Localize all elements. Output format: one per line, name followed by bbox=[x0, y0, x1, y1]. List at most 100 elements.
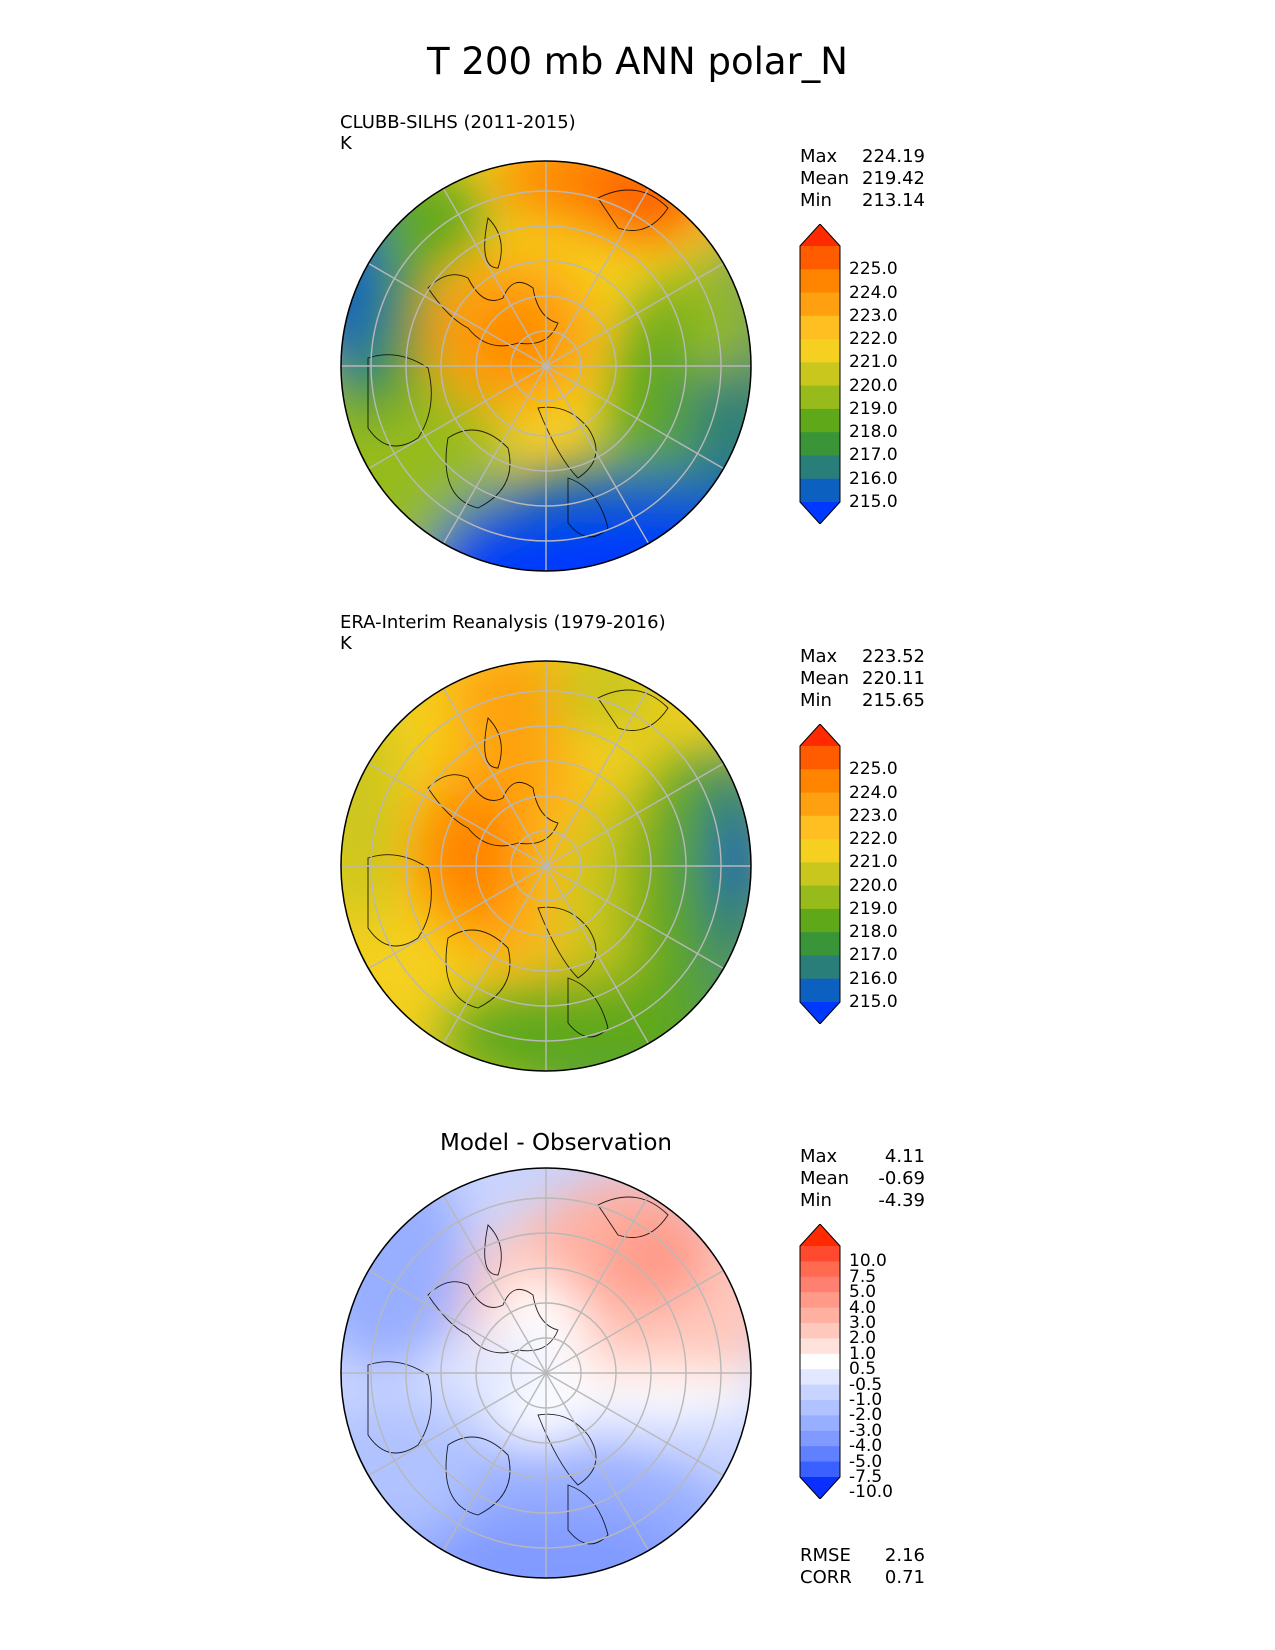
panel-2-title: ERA-Interim Reanalysis (1979-2016) bbox=[340, 612, 666, 633]
colorbar-segment bbox=[800, 385, 840, 410]
colorbar-outline bbox=[799, 724, 841, 1024]
colorbar-segment bbox=[800, 1323, 840, 1339]
colorbar-tick-label: 221.0 bbox=[849, 852, 898, 873]
colorbar-extend-top bbox=[800, 1224, 840, 1246]
colorbar-segment bbox=[800, 1415, 840, 1432]
colorbar-segment bbox=[800, 746, 840, 770]
panel-2-units: K bbox=[340, 633, 352, 654]
colorbar-segment bbox=[800, 455, 840, 480]
colorbar-segment bbox=[800, 1369, 840, 1386]
colorbar-segment bbox=[800, 932, 840, 956]
panel-2-colorbar bbox=[799, 724, 841, 1024]
colorbar-tick-label: 219.0 bbox=[849, 398, 898, 419]
colorbar-extend-bottom bbox=[800, 502, 840, 524]
colorbar-extend-top bbox=[800, 724, 840, 746]
colorbar-tick-label: 7.5 bbox=[849, 1266, 877, 1287]
colorbar-segment bbox=[800, 792, 840, 817]
colorbar-segment bbox=[800, 955, 840, 980]
colorbar-segment bbox=[800, 1400, 840, 1416]
colorbar-tick-label: 217.0 bbox=[849, 945, 898, 966]
colorbar-extend-bottom bbox=[800, 1002, 840, 1024]
panel-1-stats: Max 224.19 Mean 219.42 Min 213.14 bbox=[800, 146, 925, 211]
colorbar-segment bbox=[800, 769, 840, 794]
colorbar-segment bbox=[800, 1338, 840, 1355]
colorbar-outline bbox=[799, 1224, 841, 1499]
colorbar-tick-label: -1.0 bbox=[849, 1390, 883, 1410]
colorbar-tick-label: 218.0 bbox=[849, 422, 898, 443]
colorbar-tick-label: 225.0 bbox=[849, 259, 898, 280]
colorbar-segment bbox=[800, 339, 840, 363]
colorbar-segment bbox=[800, 432, 840, 456]
colorbar-segment bbox=[800, 1446, 840, 1463]
colorbar-tick-label: 218.0 bbox=[849, 922, 898, 943]
colorbar-tick-label: -0.5 bbox=[849, 1374, 883, 1395]
colorbar-tick-label: 225.0 bbox=[849, 759, 898, 780]
colorbar-tick-label: 219.0 bbox=[849, 898, 898, 919]
colorbar-tick-label: 1.0 bbox=[849, 1343, 877, 1364]
colorbar-tick-label: -3.0 bbox=[849, 1420, 883, 1441]
colorbar-tick-label: 220.0 bbox=[849, 375, 898, 396]
colorbar-segment bbox=[800, 1276, 840, 1293]
colorbar-segment bbox=[800, 885, 840, 910]
colorbar-segment bbox=[800, 1353, 840, 1370]
colorbar-tick-label: -7.5 bbox=[849, 1467, 883, 1487]
colorbar-segment bbox=[800, 1461, 840, 1478]
colorbar-tick-label: 216.0 bbox=[849, 968, 898, 989]
colorbar-tick-label: -5.0 bbox=[849, 1451, 883, 1472]
panel-3-colorbar bbox=[799, 1224, 841, 1499]
colorbar-segment bbox=[800, 292, 840, 317]
panel-1-colorbar bbox=[799, 224, 841, 524]
colorbar-segment bbox=[800, 862, 840, 887]
colorbar-extend-top bbox=[800, 224, 840, 246]
colorbar-tick-label: 222.0 bbox=[849, 329, 898, 350]
panel-3-colorbar-ticks: 10.0 7.5 5.0 4.0 3.0 2.0 1.0 0.5 -0.5 -1.0 -2.0 -3.… bbox=[849, 1224, 929, 1503]
colorbar-tick-label: 224.0 bbox=[849, 782, 898, 803]
colorbar-segment bbox=[800, 1246, 840, 1262]
panel-1-colorbar-ticks: 225.0 224.0 223.0 222.0 221.0 220.0 219.0 218.0… bbox=[849, 224, 929, 524]
colorbar-tick-label: 217.0 bbox=[849, 445, 898, 466]
colorbar-tick-label: 215.0 bbox=[849, 492, 898, 512]
panel-3-metrics: RMSE 2.16 CORR 0.71 bbox=[800, 1545, 925, 1588]
colorbar-segment bbox=[800, 1307, 840, 1324]
panel-2-stats: Max 223.52 Mean 220.11 Min 215.65 bbox=[800, 646, 925, 711]
colorbar-segment bbox=[800, 839, 840, 863]
colorbar-segment bbox=[800, 1430, 840, 1447]
panel-3-stats: Max 4.11 Mean -0.69 Min -4.39 bbox=[800, 1146, 925, 1211]
colorbar-tick-label: 3.0 bbox=[849, 1313, 877, 1333]
colorbar-segment bbox=[800, 1261, 840, 1278]
colorbar-tick-label: 222.0 bbox=[849, 829, 898, 850]
colorbar-extend-bottom bbox=[800, 1477, 840, 1499]
colorbar-tick-label: 220.0 bbox=[849, 875, 898, 896]
panel-3-map bbox=[340, 1167, 752, 1579]
colorbar-segment bbox=[800, 362, 840, 387]
colorbar-outline bbox=[799, 224, 841, 524]
colorbar-tick-label: 2.0 bbox=[849, 1328, 877, 1349]
panel-3-title: Model - Observation bbox=[439, 1130, 673, 1156]
colorbar-tick-label: -10.0 bbox=[849, 1482, 893, 1503]
panel-1-title: CLUBB-SILHS (2011-2015) bbox=[340, 112, 576, 133]
colorbar-segment bbox=[800, 269, 840, 294]
colorbar-tick-label: 221.0 bbox=[849, 352, 898, 373]
colorbar-tick-label: 224.0 bbox=[849, 282, 898, 303]
colorbar-tick-label: 0.5 bbox=[849, 1359, 877, 1380]
colorbar-segment bbox=[800, 478, 840, 503]
colorbar-segment bbox=[800, 908, 840, 933]
colorbar-tick-label: -4.0 bbox=[849, 1436, 883, 1457]
colorbar-segment bbox=[800, 246, 840, 270]
panel-2-colorbar-ticks: 225.0 224.0 223.0 222.0 221.0 220.0 219.0 218.0… bbox=[849, 724, 929, 1024]
colorbar-tick-label: 5.0 bbox=[849, 1282, 877, 1303]
colorbar-segment bbox=[800, 978, 840, 1003]
colorbar-tick-label: 223.0 bbox=[849, 805, 898, 826]
figure-title: T 200 mb ANN polar_N bbox=[427, 40, 848, 83]
colorbar-segment bbox=[800, 315, 840, 340]
colorbar-segment bbox=[800, 1292, 840, 1309]
colorbar-tick-label: 10.0 bbox=[849, 1251, 887, 1272]
colorbar-tick-label: 215.0 bbox=[849, 992, 898, 1012]
colorbar-segment bbox=[800, 815, 840, 840]
colorbar-tick-label: -2.0 bbox=[849, 1405, 883, 1426]
panel-1-units: K bbox=[340, 133, 352, 154]
colorbar-tick-label: 4.0 bbox=[849, 1297, 877, 1318]
colorbar-tick-label: 223.0 bbox=[849, 305, 898, 326]
colorbar-segment bbox=[800, 1384, 840, 1401]
panel-2-map bbox=[340, 660, 752, 1072]
